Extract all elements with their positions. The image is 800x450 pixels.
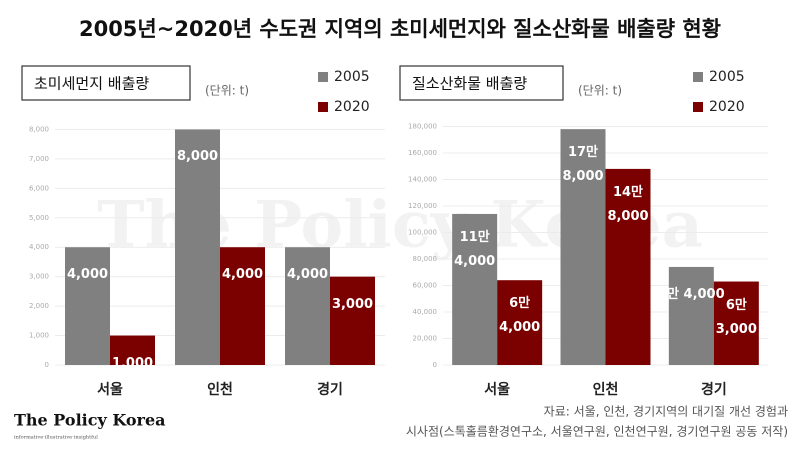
x-tick-label: 인천 [593,381,619,398]
data-label: 17만 8,000 [562,145,604,185]
x-tick-label: 인천 [207,381,233,398]
data-label: 4,000 [221,267,264,283]
y-tick-label: 60,000 [413,282,438,290]
y-tick-label: 5,000 [29,214,49,222]
y-tick-label: 140,000 [408,176,437,184]
data-label: 1,000 [111,355,154,371]
data-label: 7만 4,000 [658,286,725,302]
y-tick-label: 1,000 [29,332,49,340]
bar [285,247,330,365]
bar [175,129,220,365]
legend-swatch [318,72,328,82]
x-tick-label: 서울 [97,381,123,398]
bar [497,280,543,365]
legend-label: 2020 [334,99,370,115]
legend-label: 2005 [709,69,745,85]
y-tick-label: 40,000 [413,308,438,316]
bar [65,247,110,365]
y-tick-label: 6,000 [29,184,49,192]
y-tick-label: 3,000 [29,273,49,281]
bar [713,281,759,365]
y-tick-label: 2,000 [29,302,49,310]
bar [668,266,714,365]
page-title: 2005년~2020년 수도권 지역의 초미세먼지와 질소산화물 배출량 현황 [79,17,721,41]
legend-label: 2005 [334,69,370,85]
data-label: 6만 4,000 [499,296,541,336]
x-tick-label: 서울 [484,381,510,398]
data-label: 14만 8,000 [607,184,649,224]
y-tick-label: 0 [45,361,49,369]
y-tick-label: 0 [433,361,437,369]
legend-swatch [318,102,328,112]
chart-title: 초미세먼지 배출량 [34,75,149,93]
source: 자료: 서울, 인천, 경기지역의 대기질 개선 경험과 [544,404,788,419]
y-tick-label: 7,000 [29,155,49,163]
data-label: 8,000 [176,149,219,165]
bar [560,129,606,365]
y-tick-label: 80,000 [413,255,438,263]
y-tick-label: 8,000 [29,125,49,133]
x-tick-label: 경기 [317,381,343,398]
legend-swatch [693,72,703,82]
y-tick-label: 20,000 [413,335,438,343]
logo-tagline: informative·illustrative·insightful [14,435,98,441]
chart-title: 질소산화물 배출량 [412,75,527,93]
data-label: 3,000 [331,296,374,312]
legend-swatch [693,102,703,112]
y-tick-label: 4,000 [29,243,49,251]
bar [220,247,265,365]
y-tick-label: 180,000 [408,123,437,131]
unit-label: (단위: t) [578,84,622,98]
data-label: 4,000 [286,267,329,283]
bar [452,213,498,365]
y-tick-label: 100,000 [408,229,437,237]
unit-label: (단위: t) [205,84,249,98]
y-tick-label: 120,000 [408,202,437,210]
data-label: 6만 3,000 [715,297,757,337]
source: 시사점(스톡홀름환경연구소, 서울연구원, 인천연구원, 경기연구원 공동 저작… [406,424,788,439]
data-label: 11만 4,000 [454,229,496,269]
data-label: 4,000 [66,267,109,283]
title-box [399,65,564,101]
x-tick-label: 경기 [701,381,727,398]
title-box [21,65,191,101]
bar [110,335,155,365]
legend-label: 2020 [709,99,745,115]
y-tick-label: 160,000 [408,149,437,157]
bar [330,276,375,365]
bar [605,168,651,365]
logo: The Policy Korea [14,411,166,430]
